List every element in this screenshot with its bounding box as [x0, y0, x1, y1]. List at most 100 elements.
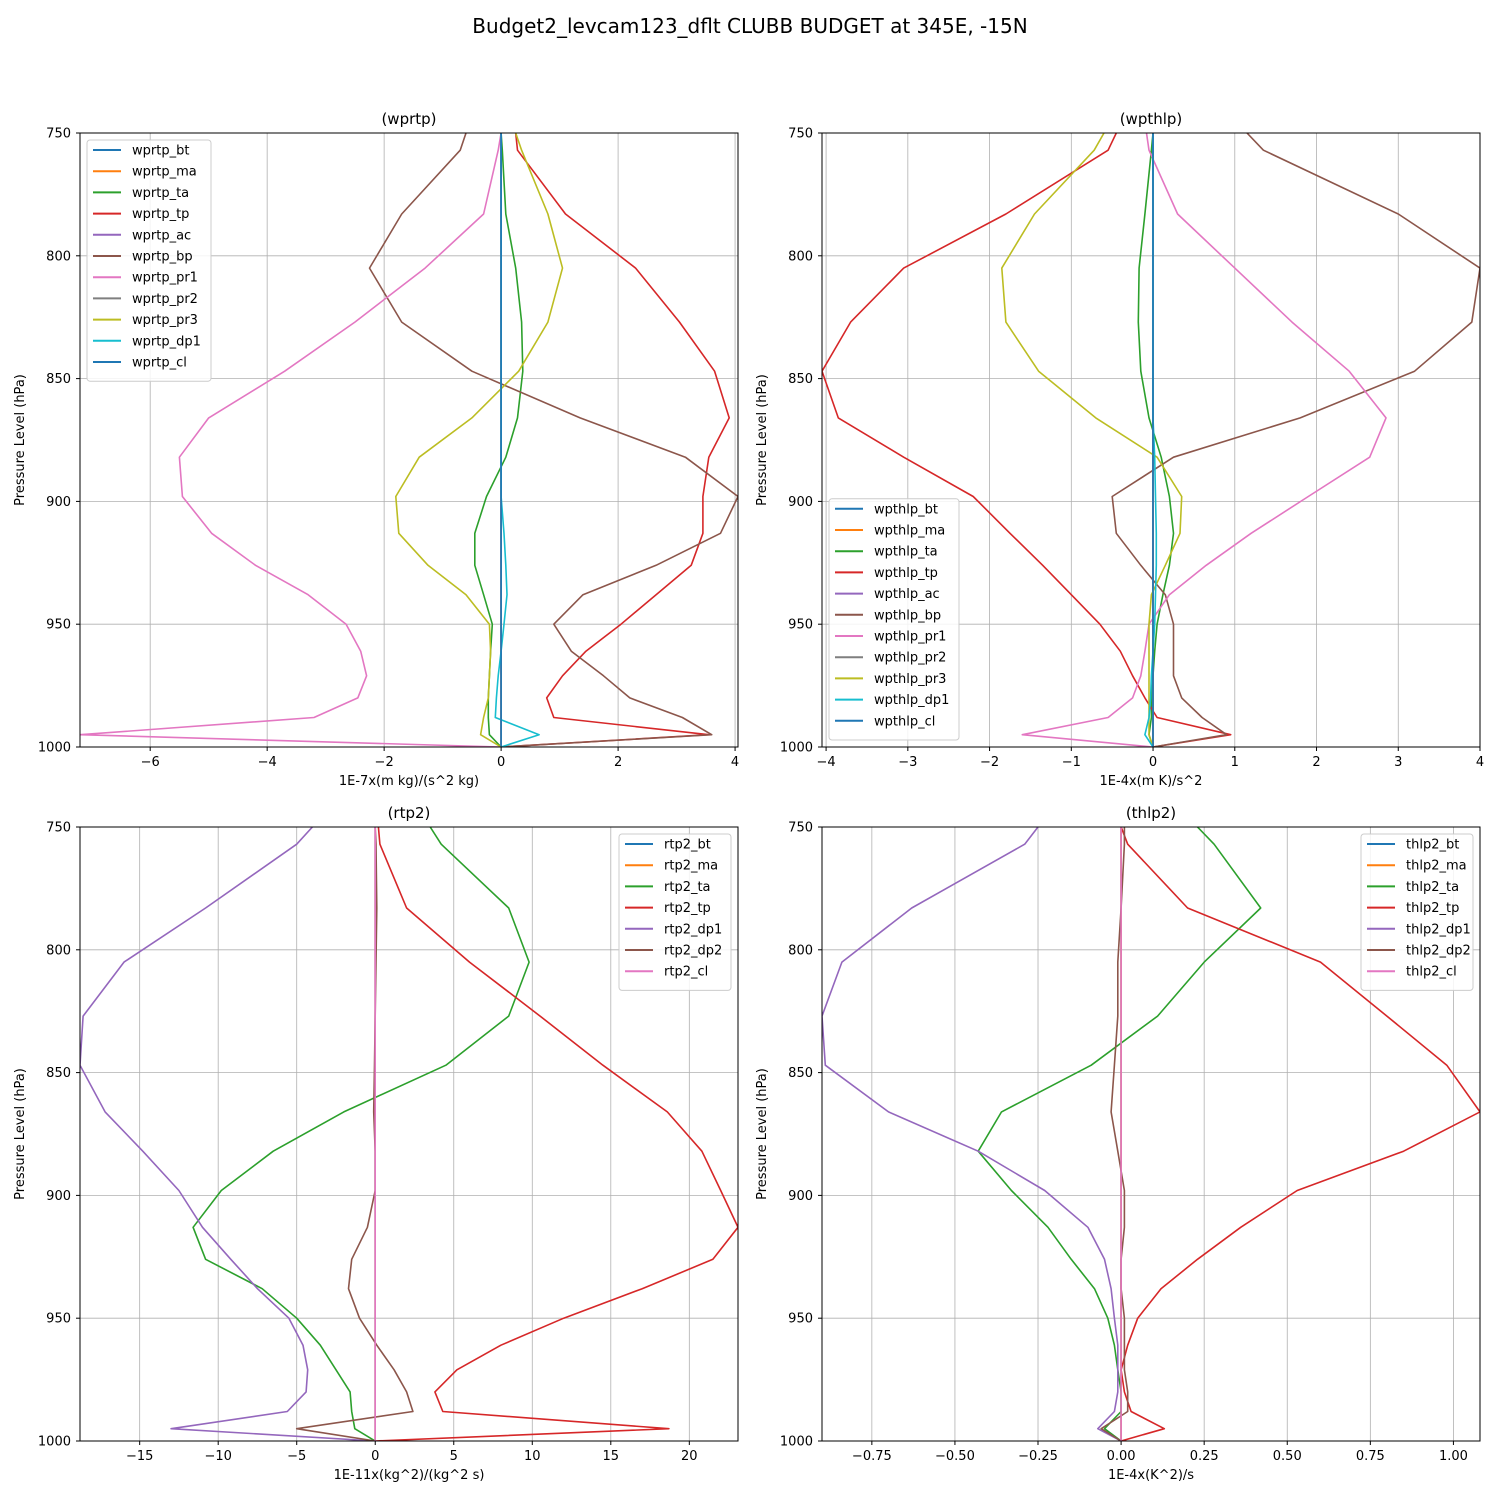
x-tick-label: 0: [1149, 755, 1157, 770]
x-tick-label: −0.50: [935, 1449, 975, 1464]
series-line-wprtp_bp: [368, 133, 738, 747]
x-tick-label: −2: [980, 755, 999, 770]
x-tick-label: 0.25: [1190, 1449, 1219, 1464]
legend-entry: wprtp_bp: [132, 250, 193, 265]
y-tick-label: 800: [788, 943, 813, 958]
legend-entry: wprtp_bt: [132, 144, 189, 159]
y-tick-label: 750: [46, 127, 71, 142]
plot-frame: [821, 132, 1481, 748]
x-tick-label: 15: [603, 1449, 620, 1464]
legend-box: [1360, 833, 1474, 991]
x-tick-label: 0.50: [1273, 1449, 1302, 1464]
legend-box: [828, 498, 960, 741]
legend: thlp2_bt thlp2_ma thlp2_ta thlp2_tp thlp2_dp…: [1360, 833, 1474, 991]
x-tick-label: 4: [731, 755, 739, 770]
y-tick-label: 800: [46, 249, 71, 264]
x-tick-label: 2: [1312, 755, 1320, 770]
series-lines: [822, 827, 1480, 1441]
x-tick-label: −10: [204, 1449, 231, 1464]
series-line-wpthlp_tp: [822, 133, 1232, 747]
legend-entry: wpthlp_ta: [874, 545, 938, 560]
figure-title: Budget2_levcam123_dflt CLUBB BUDGET at 3…: [472, 14, 1028, 38]
series-line-wpthlp_bp: [1111, 133, 1480, 747]
x-tick-label: −4: [817, 755, 836, 770]
legend-entry: thlp2_ma: [1406, 859, 1467, 874]
y-tick-label: 1000: [38, 741, 71, 756]
legend-entry: rtp2_bt: [664, 838, 711, 853]
legend-entry: thlp2_dp2: [1406, 944, 1471, 959]
legend-entry: wpthlp_ac: [874, 587, 940, 602]
series-line-thlp2_ta: [977, 827, 1262, 1441]
series-line-thlp2_tp: [1120, 827, 1480, 1441]
y-tick-label: 900: [46, 495, 71, 510]
legend-entry: thlp2_ta: [1406, 880, 1459, 895]
y-tick-label: 950: [788, 618, 813, 633]
series-lines: [80, 133, 738, 747]
legend-entry: wprtp_dp1: [132, 334, 201, 349]
legend-box: [86, 139, 212, 382]
y-tick-label: 950: [788, 1312, 813, 1327]
x-tick-label: −4: [258, 755, 277, 770]
y-tick-label: 950: [46, 618, 71, 633]
legend-entry: wprtp_ta: [132, 186, 189, 201]
y-axis-label: Pressure Level (hPa): [13, 374, 28, 506]
legend: rtp2_bt rtp2_ma rtp2_ta rtp2_tp rtp2_dp1 rtp2…: [618, 833, 732, 991]
chart-0: −6 −4 −2 0 2 4 750 800 850 900 950 1000 (wprtp) 1E-7x…: [13, 110, 739, 789]
plot-frame: [821, 826, 1481, 1442]
series-line-thlp2_dp1: [822, 827, 1122, 1441]
y-tick-label: 850: [788, 372, 813, 387]
x-tick-label: 3: [1394, 755, 1402, 770]
chart-2: −15 −10 −5 0 5 10 15 20 750 800 850 900 950 1000 (rtp2…: [13, 804, 739, 1483]
y-tick-label: 750: [788, 127, 813, 142]
y-tick-label: 850: [788, 1066, 813, 1081]
y-axis-label: Pressure Level (hPa): [13, 1068, 28, 1200]
x-tick-label: −5: [287, 1449, 306, 1464]
chart-title: (thlp2): [1126, 804, 1176, 822]
legend-entry: rtp2_ta: [664, 880, 711, 895]
legend: wprtp_bt wprtp_ma wprtp_ta wprtp_tp wprtp_ac…: [86, 139, 212, 382]
plot-frame: [79, 826, 739, 1442]
y-axis-label: Pressure Level (hPa): [755, 1068, 770, 1200]
series-lines: [822, 133, 1480, 747]
series-line-wprtp_pr1: [80, 133, 502, 747]
series-line-rtp2_dp2: [295, 827, 414, 1441]
y-axis-label: Pressure Level (hPa): [755, 374, 770, 506]
legend-entry: rtp2_tp: [664, 901, 711, 916]
legend-box: [618, 833, 732, 991]
x-tick-label: 4: [1476, 755, 1484, 770]
y-tick-label: 900: [46, 1189, 71, 1204]
x-tick-label: 1.00: [1439, 1449, 1468, 1464]
x-tick-label: −2: [375, 755, 394, 770]
legend-entry: wpthlp_ma: [874, 524, 945, 539]
legend-entry: wpthlp_pr2: [874, 651, 946, 666]
y-tick-label: 900: [788, 1189, 813, 1204]
legend-entry: thlp2_dp1: [1406, 922, 1471, 937]
chart-title: (rtp2): [388, 804, 431, 822]
x-tick-label: −15: [126, 1449, 153, 1464]
series-line-thlp2_dp2: [1100, 827, 1129, 1441]
legend: wpthlp_bt wpthlp_ma wpthlp_ta wpthlp_tpwpth…: [828, 498, 960, 741]
legend-entry: rtp2_dp2: [664, 944, 722, 959]
x-tick-label: 0: [497, 755, 505, 770]
plot-frame: [79, 132, 739, 748]
legend-entry: rtp2_cl: [664, 965, 708, 980]
series-line-wpthlp_pr3: [1000, 133, 1183, 747]
x-tick-label: 10: [524, 1449, 541, 1464]
legend-entry: wprtp_pr2: [132, 292, 198, 307]
legend-entry: wpthlp_tp: [874, 566, 938, 581]
series-line-wpthlp_pr1: [1021, 133, 1387, 747]
x-tick-label: 0.00: [1107, 1449, 1136, 1464]
x-tick-label: 1: [1231, 755, 1239, 770]
x-tick-label: −1: [1062, 755, 1081, 770]
y-tick-label: 850: [46, 372, 71, 387]
series-line-rtp2_dp1: [80, 827, 376, 1441]
y-tick-label: 800: [788, 249, 813, 264]
y-tick-label: 750: [46, 821, 71, 836]
chart-1: −4 −3 −2 −1 0 1 2 3 4 750 800 850 900 950 1000 (wpthlp)…: [755, 110, 1484, 789]
y-tick-label: 1000: [780, 741, 813, 756]
legend-entry: wpthlp_bp: [874, 608, 941, 623]
x-tick-label: 0: [371, 1449, 379, 1464]
x-axis-label: 1E-7x(m kg)/(s^2 kg): [339, 774, 479, 789]
series-line-rtp2_tp: [375, 827, 738, 1441]
x-tick-label: 2: [614, 755, 622, 770]
